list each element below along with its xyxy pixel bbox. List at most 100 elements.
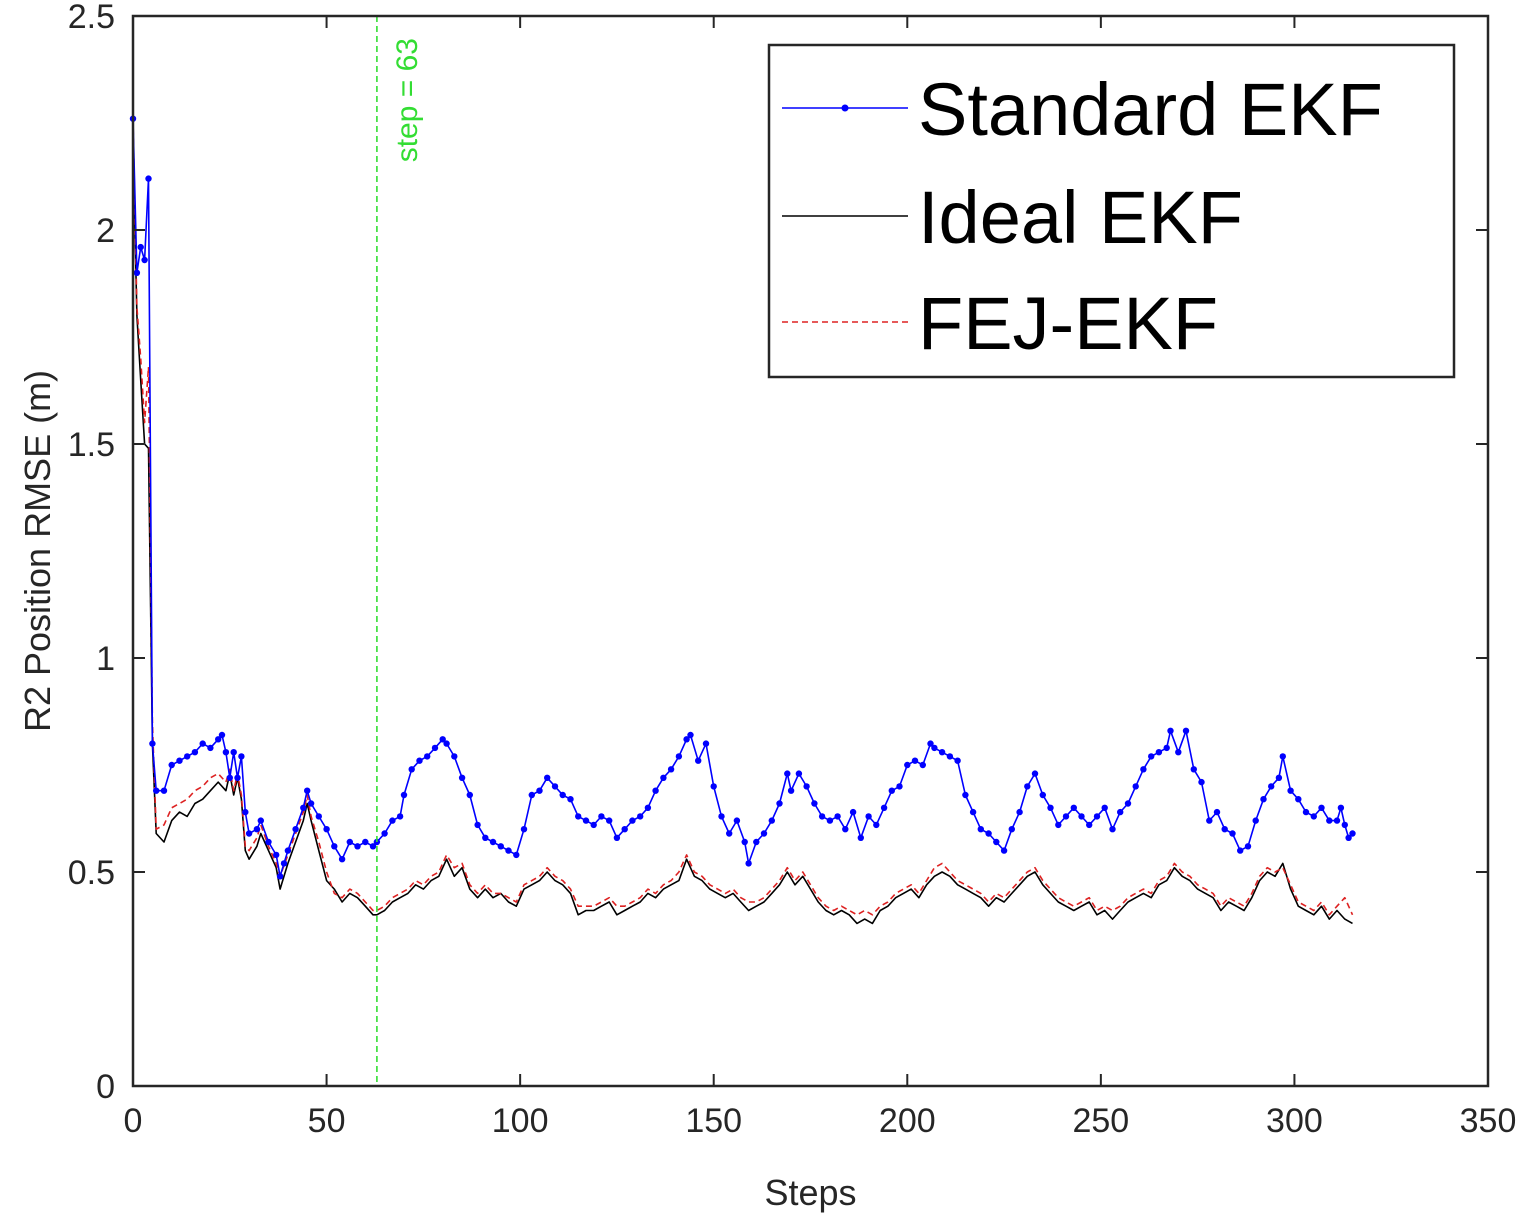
data-point (1117, 808, 1124, 816)
data-point (865, 813, 872, 820)
data-point (1229, 830, 1236, 837)
data-point (938, 749, 946, 756)
data-point (582, 817, 590, 824)
data-point (1101, 804, 1108, 811)
legend-label: FEJ-EKF (918, 282, 1218, 365)
data-point (505, 847, 512, 854)
data-point (234, 774, 241, 781)
series-line-fej-ekf (132, 118, 1354, 916)
data-point (400, 791, 408, 799)
data-point (598, 813, 605, 820)
data-point (1124, 800, 1132, 807)
y-tick-label: 2 (96, 212, 115, 250)
data-point (954, 757, 961, 764)
data-point (300, 804, 307, 811)
axes-layer: 0 50 100 150 200 250 300 350 0 0.5 1 1.5 2 2.5 Steps R2… (17, 0, 1516, 1213)
data-point (660, 774, 667, 781)
data-point (629, 817, 636, 824)
data-point (451, 753, 458, 760)
x-tick-label: 300 (1266, 1102, 1323, 1140)
data-point (520, 826, 528, 833)
data-point (168, 761, 175, 769)
data-point (331, 843, 338, 850)
data-point (431, 744, 439, 752)
legend-item-ideal-ekf: Ideal EKF (782, 176, 1243, 259)
data-point (1086, 821, 1093, 829)
data-point (489, 838, 497, 846)
data-point (849, 808, 857, 816)
data-point (1093, 813, 1101, 820)
data-point (482, 834, 489, 841)
data-point (776, 800, 783, 807)
series-line-ideal-ekf (132, 144, 1353, 925)
data-point (466, 791, 473, 799)
data-point (338, 856, 346, 863)
data-point (768, 817, 775, 824)
data-point (1016, 808, 1023, 816)
data-point (1252, 817, 1259, 824)
data-point (253, 826, 261, 833)
data-point (621, 826, 628, 833)
data-point (1295, 796, 1302, 803)
x-tick-label: 0 (124, 1102, 143, 1140)
data-point (230, 749, 237, 756)
data-point (137, 243, 144, 251)
x-tick-label: 50 (308, 1102, 346, 1140)
data-point (265, 838, 272, 846)
data-point (284, 847, 292, 854)
data-point (1167, 727, 1174, 734)
data-point (1260, 796, 1267, 803)
data-point (1078, 813, 1085, 820)
legend-label: Ideal EKF (918, 176, 1243, 259)
data-point (803, 783, 810, 790)
data-point (1333, 817, 1341, 824)
data-point (292, 826, 299, 833)
legend-label: Standard EKF (918, 68, 1383, 151)
data-point (215, 736, 222, 743)
data-point (613, 834, 621, 841)
data-point (1000, 847, 1008, 854)
data-point (784, 770, 791, 777)
data-point (985, 830, 992, 837)
y-tick-label: 2.5 (68, 0, 115, 36)
data-point (133, 269, 141, 276)
data-point (369, 843, 377, 850)
data-point (1182, 727, 1190, 734)
data-point (1008, 826, 1015, 833)
data-point (346, 838, 353, 846)
data-point (559, 791, 566, 799)
data-point (199, 740, 206, 747)
data-point (1275, 774, 1283, 781)
data-point (919, 761, 926, 769)
data-point (637, 813, 644, 820)
data-point (1318, 804, 1325, 811)
data-point (1206, 817, 1213, 824)
annotation-layer: step = 63 (376, 16, 424, 1086)
data-point (191, 749, 199, 756)
data-point (176, 757, 183, 764)
data-point (1326, 817, 1333, 824)
data-point (315, 813, 322, 820)
data-point (652, 787, 659, 794)
data-point (149, 740, 156, 747)
data-point (528, 791, 535, 799)
data-point (667, 766, 675, 773)
data-point (257, 817, 264, 824)
data-point (238, 753, 245, 760)
data-point (1237, 847, 1244, 854)
data-point (1070, 804, 1078, 811)
data-point (702, 740, 710, 747)
data-point (1287, 787, 1294, 794)
data-point (1213, 808, 1221, 816)
data-point (683, 736, 690, 743)
data-point (888, 787, 895, 794)
legend-item-fej-ekf: FEJ-EKF (782, 282, 1218, 365)
data-point (741, 838, 748, 846)
data-point (811, 800, 818, 807)
data-point (826, 817, 834, 824)
data-point (842, 826, 849, 833)
x-axis-label: Steps (764, 1172, 856, 1213)
data-point (1132, 783, 1139, 790)
data-point (218, 731, 226, 739)
